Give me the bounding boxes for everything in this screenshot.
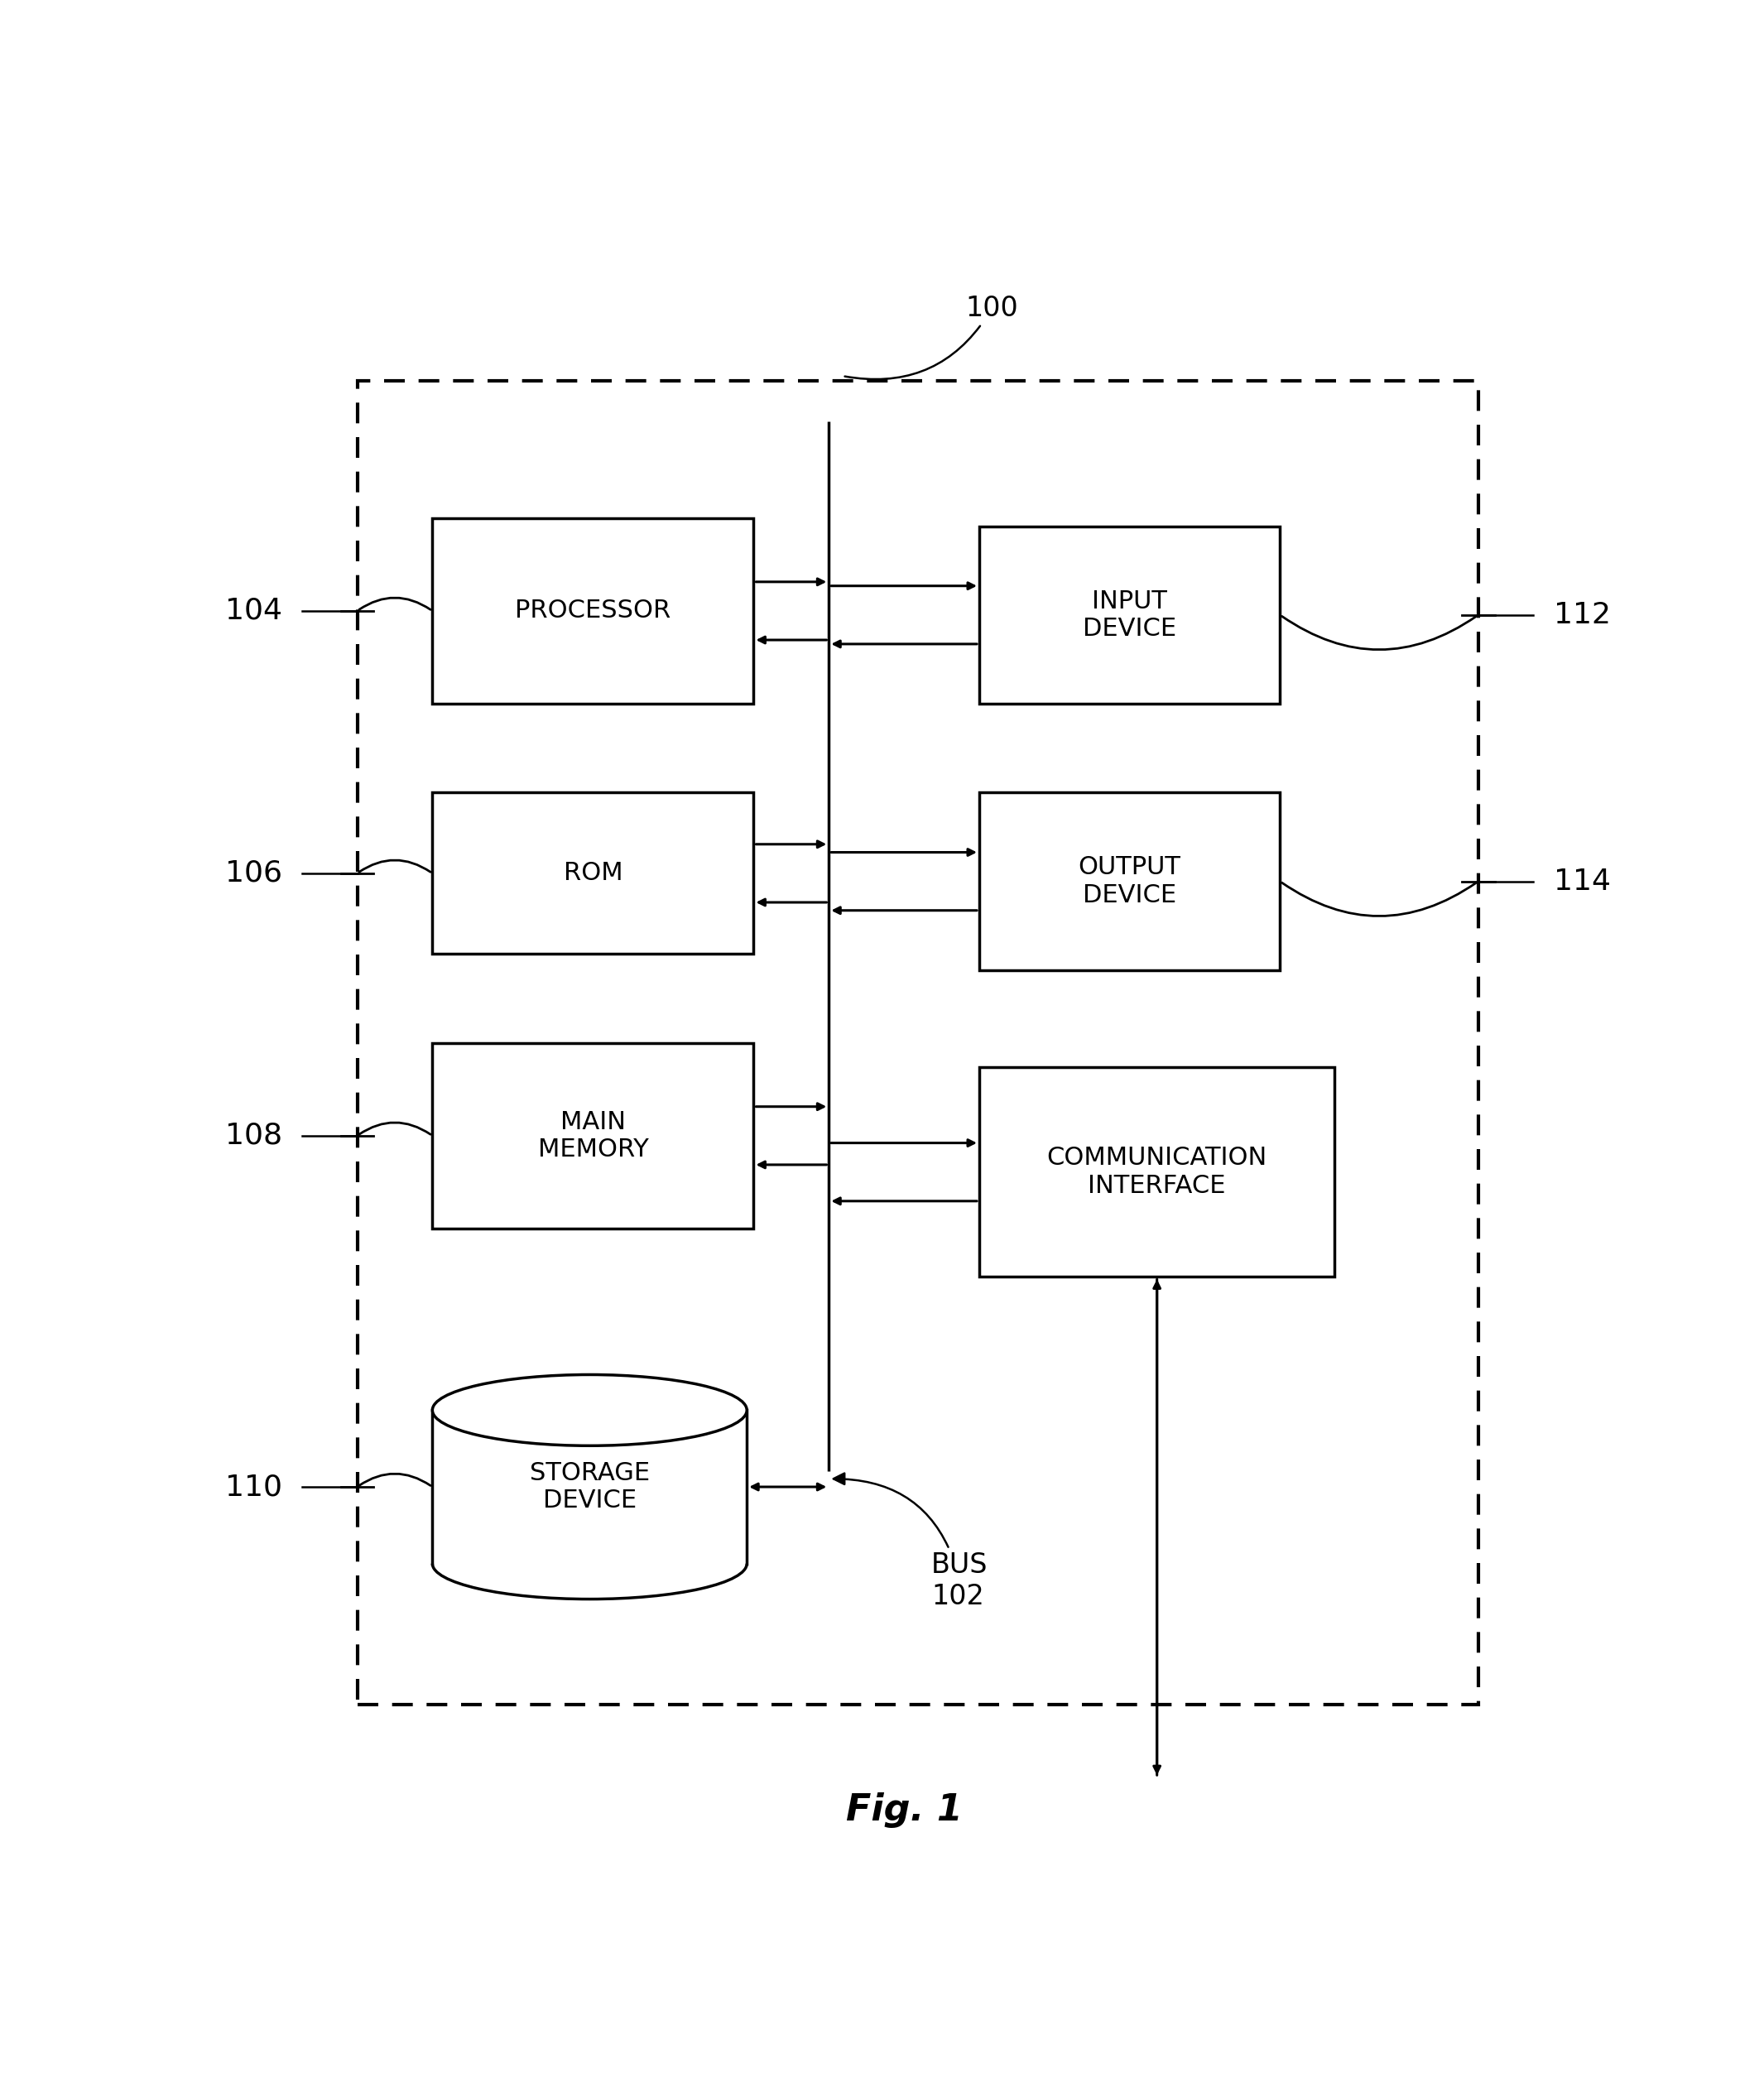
Text: STORAGE
DEVICE: STORAGE DEVICE bbox=[529, 1462, 649, 1512]
Text: 108: 108 bbox=[224, 1122, 282, 1149]
Bar bbox=[432, 1042, 753, 1229]
Bar bbox=[979, 526, 1281, 705]
Bar bbox=[432, 518, 753, 705]
Ellipse shape bbox=[432, 1376, 746, 1445]
Text: INPUT
DEVICE: INPUT DEVICE bbox=[1083, 589, 1177, 642]
Text: Fig. 1: Fig. 1 bbox=[845, 1793, 963, 1829]
Text: COMMUNICATION
INTERFACE: COMMUNICATION INTERFACE bbox=[1046, 1147, 1267, 1197]
Bar bbox=[432, 793, 753, 954]
Text: 114: 114 bbox=[1554, 868, 1611, 895]
Text: 104: 104 bbox=[224, 598, 282, 625]
Text: MAIN
MEMORY: MAIN MEMORY bbox=[538, 1109, 649, 1162]
Text: OUTPUT
DEVICE: OUTPUT DEVICE bbox=[1078, 856, 1180, 908]
Text: PROCESSOR: PROCESSOR bbox=[515, 600, 670, 623]
Bar bbox=[979, 1067, 1335, 1277]
Bar bbox=[979, 793, 1281, 971]
Text: 106: 106 bbox=[224, 860, 282, 887]
Text: 110: 110 bbox=[224, 1472, 282, 1501]
Text: BUS
102: BUS 102 bbox=[833, 1474, 988, 1610]
Text: ROM: ROM bbox=[563, 862, 623, 885]
Bar bbox=[356, 382, 1478, 1705]
Text: 100: 100 bbox=[845, 294, 1018, 380]
Text: 112: 112 bbox=[1554, 602, 1611, 629]
Bar bbox=[432, 1409, 746, 1564]
